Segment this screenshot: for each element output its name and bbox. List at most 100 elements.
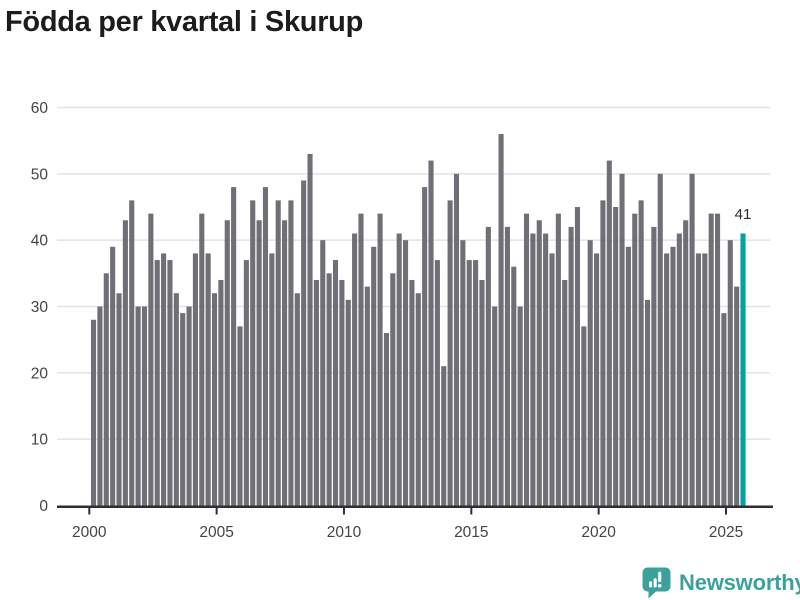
bar xyxy=(485,226,491,506)
bar xyxy=(199,213,205,506)
bar xyxy=(282,220,288,506)
bar xyxy=(161,253,167,506)
bar xyxy=(256,220,262,506)
y-tick-label: 20 xyxy=(31,365,49,382)
bar xyxy=(313,279,319,506)
bar xyxy=(352,233,358,506)
bar xyxy=(422,187,428,506)
bar xyxy=(708,213,714,506)
bar xyxy=(530,233,536,506)
bar xyxy=(320,240,326,506)
y-tick-label: 30 xyxy=(31,299,49,316)
bar xyxy=(224,220,230,506)
bar xyxy=(250,200,256,506)
bar xyxy=(122,220,128,506)
bar xyxy=(269,253,275,506)
bar xyxy=(734,286,740,506)
bar xyxy=(218,279,224,506)
bar xyxy=(428,160,434,506)
bar xyxy=(275,200,281,506)
bar xyxy=(116,293,122,506)
bar xyxy=(562,279,568,506)
bar xyxy=(288,200,294,506)
bar xyxy=(676,233,682,506)
bar xyxy=(97,306,103,506)
bar xyxy=(390,273,396,506)
bar xyxy=(345,299,351,506)
bar xyxy=(148,213,154,506)
bar xyxy=(702,253,708,506)
bar xyxy=(568,226,574,506)
bar xyxy=(511,266,517,506)
bar xyxy=(129,200,135,506)
bar xyxy=(498,134,504,506)
bar xyxy=(326,273,332,506)
bar xyxy=(103,273,109,506)
bar xyxy=(536,220,542,506)
x-tick-label: 2020 xyxy=(581,524,616,541)
bar xyxy=(644,299,651,506)
bar xyxy=(555,213,561,506)
bar xyxy=(339,279,345,506)
bar xyxy=(574,207,581,506)
bar xyxy=(231,187,237,506)
bar xyxy=(619,173,625,506)
bar xyxy=(613,207,619,506)
bar xyxy=(141,306,148,506)
bar xyxy=(473,260,479,506)
bar xyxy=(504,226,510,506)
newsworthy-logo-icon xyxy=(641,566,672,599)
bar xyxy=(294,293,300,506)
quarterly-births-bar-chart: 2000 2005 2010 2015 2020 2025 0 10 20 30 40 50 60 41 xyxy=(31,100,773,541)
y-tick-label: 40 xyxy=(31,233,49,250)
bar xyxy=(173,293,179,506)
bar xyxy=(358,213,364,506)
bar xyxy=(307,153,313,506)
y-tick-label: 60 xyxy=(31,100,49,117)
bar xyxy=(377,213,383,506)
bar xyxy=(180,313,186,506)
chart-title: Födda per kvartal i Skurup xyxy=(5,6,364,38)
y-tick-label: 10 xyxy=(31,432,49,449)
x-tick-label: 2015 xyxy=(454,524,488,541)
bar xyxy=(301,180,307,506)
bar xyxy=(332,260,339,506)
bar xyxy=(715,213,721,506)
bar xyxy=(651,226,657,506)
y-tick-label: 50 xyxy=(31,166,49,183)
bar xyxy=(409,279,415,506)
bar xyxy=(447,200,453,506)
x-tick-label: 2005 xyxy=(199,524,233,541)
bar xyxy=(638,200,644,506)
bar xyxy=(211,293,218,506)
bar xyxy=(434,260,440,506)
bar xyxy=(262,187,269,506)
bar xyxy=(371,246,377,506)
bar xyxy=(587,240,593,506)
bar xyxy=(441,366,447,506)
bar xyxy=(453,173,460,506)
x-tick-label: 2000 xyxy=(72,524,107,541)
bar xyxy=(383,333,389,506)
bar xyxy=(415,293,421,506)
bar xyxy=(205,253,211,506)
bar xyxy=(657,173,663,506)
newsworthy-logo[interactable]: Newsworthy xyxy=(641,566,800,599)
bar xyxy=(135,306,141,506)
x-tick-label: 2010 xyxy=(327,524,362,541)
bar xyxy=(517,306,523,506)
bar xyxy=(594,253,600,506)
bar xyxy=(396,233,402,506)
bar xyxy=(364,286,370,506)
bar xyxy=(479,279,485,506)
y-tick-label: 0 xyxy=(39,498,48,515)
bar xyxy=(237,326,243,506)
bar xyxy=(721,313,727,506)
bar xyxy=(689,173,695,506)
bar xyxy=(727,240,733,506)
bar xyxy=(523,213,530,506)
bar xyxy=(670,246,676,506)
bar xyxy=(632,213,638,506)
bar xyxy=(549,253,555,506)
